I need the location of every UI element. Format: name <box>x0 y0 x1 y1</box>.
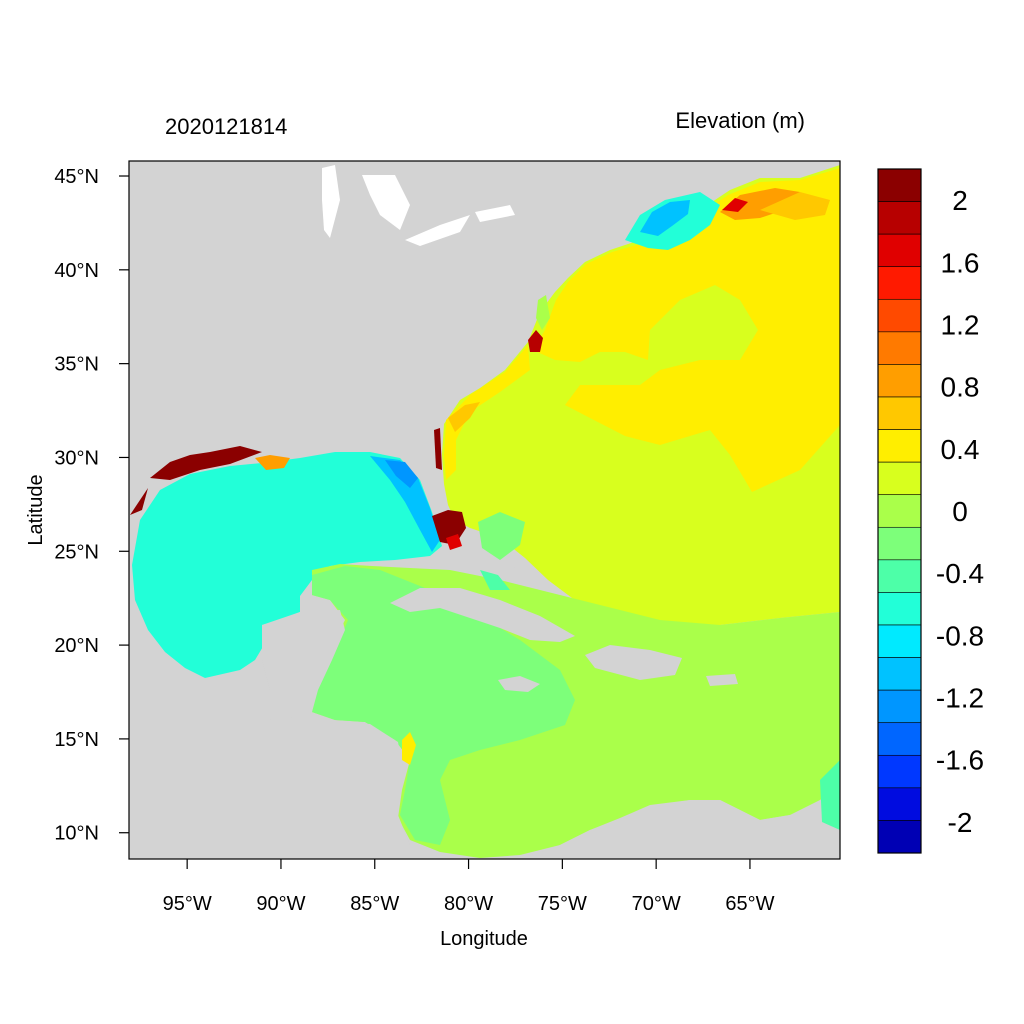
lake-huron <box>362 175 410 230</box>
colorbar-swatch <box>877 526 922 561</box>
colorbar-label: -0.4 <box>936 558 984 589</box>
colorbar-label: -2 <box>948 807 973 838</box>
y-tick-label: 20°N <box>54 635 99 657</box>
colorbar-label: 1.2 <box>941 309 980 340</box>
carolina-shelf-orange <box>448 402 480 432</box>
colorbar-label: 0.4 <box>941 434 980 465</box>
colorbar-label: -1.6 <box>936 745 984 776</box>
colorbar: 2 1.6 1.2 0.8 0.4 0 -0.4 -0.8 -1.2 -1.6 -2 <box>877 168 984 854</box>
y-tick-label: 30°N <box>54 447 99 469</box>
hispaniola <box>585 645 682 680</box>
caribbean-western-zone <box>312 566 575 845</box>
jamaica <box>498 676 540 692</box>
y-axis-title: Latitude <box>25 474 47 545</box>
louisiana-coast-dark <box>150 446 262 480</box>
colorbar-label: -1.2 <box>936 683 984 714</box>
y-axis-ticks: 45°N 40°N 35°N 30°N 25°N 20°N 15°N 10°N <box>54 166 129 845</box>
colorbar-label: 0 <box>952 496 968 527</box>
bay-of-fundy-red <box>722 198 748 212</box>
gulf-of-maine-lower <box>640 200 690 236</box>
y-tick-label: 25°N <box>54 541 99 563</box>
lake-erie <box>405 215 470 246</box>
colorbar-swatch <box>877 168 922 202</box>
colorbar-swatch <box>877 722 922 756</box>
lesser-antilles-low <box>820 760 840 830</box>
colorbar-swatch <box>877 787 922 821</box>
colorbar-swatch <box>877 396 922 430</box>
colorbar-frame <box>877 168 922 854</box>
x-tick-label: 85°W <box>350 893 399 915</box>
colorbar-label: 2 <box>952 185 968 216</box>
big-bend-lower <box>385 460 418 488</box>
colorbar-swatch <box>877 689 922 724</box>
colorbar-swatch <box>877 364 922 398</box>
colorbar-label: 1.6 <box>941 247 980 278</box>
central-america <box>129 715 440 859</box>
bahamas-shoal-green <box>478 512 525 560</box>
colorbar-swatch <box>877 820 922 854</box>
colorbar-swatch <box>877 754 922 789</box>
se-us-coastal-band <box>444 345 530 480</box>
colorbar-label: -0.8 <box>936 620 984 651</box>
colorbar-swatch <box>877 266 922 300</box>
y-tick-label: 35°N <box>54 354 99 376</box>
y-tick-label: 10°N <box>54 823 99 845</box>
honduras-coast-yellow <box>402 732 416 765</box>
colorbar-swatch <box>877 298 922 333</box>
colorbar-swatch <box>877 429 922 463</box>
west-florida-shelf-low <box>370 456 440 552</box>
x-tick-label: 95°W <box>163 893 212 915</box>
south-america <box>520 800 826 859</box>
plot-frame <box>128 160 841 860</box>
gulf-of-mexico <box>132 452 442 678</box>
colorbar-label: 0.8 <box>941 372 980 403</box>
y-tick-label: 40°N <box>54 260 99 282</box>
colorbar-swatch <box>877 624 922 658</box>
colorbar-swatch <box>877 201 922 235</box>
colorbar-swatch <box>877 233 922 268</box>
x-axis-title: Longitude <box>440 928 528 950</box>
colorbar-swatch <box>877 331 922 365</box>
texas-coast-dark <box>130 488 148 515</box>
nova-scotia-shelf-high <box>720 188 800 220</box>
puerto-rico <box>706 674 738 686</box>
x-axis-ticks: 95°W 90°W 85°W 80°W 75°W 70°W 65°W <box>163 859 775 915</box>
chesapeake-bay-green <box>536 295 550 330</box>
x-tick-label: 75°W <box>538 893 587 915</box>
atlantic-high-zone <box>533 168 840 492</box>
texas-louisiana-coast-high <box>255 455 290 470</box>
x-tick-label: 65°W <box>725 893 774 915</box>
lake-ontario <box>475 205 515 222</box>
x-tick-label: 70°W <box>632 893 681 915</box>
great-bahama-bank <box>480 570 510 590</box>
florida-bay-red <box>446 534 462 550</box>
pamlico-sound-high <box>528 330 543 352</box>
colorbar-swatch <box>877 461 922 496</box>
colorbar-swatch <box>877 494 922 528</box>
x-tick-label: 80°W <box>444 893 493 915</box>
colorbar-swatch <box>877 559 922 593</box>
variable-title: Elevation (m) <box>675 108 805 133</box>
colorbar-swatch <box>877 592 922 626</box>
y-tick-label: 45°N <box>54 166 99 188</box>
scotian-shelf-orange <box>760 192 830 220</box>
map-plot-area <box>129 161 840 859</box>
ne-florida-coast-dark <box>434 428 442 470</box>
colorbar-swatch <box>877 657 922 691</box>
x-tick-label: 90°W <box>256 893 305 915</box>
y-tick-label: 15°N <box>54 729 99 751</box>
yucatan-peninsula <box>262 610 345 712</box>
time-label: 2020121814 <box>165 114 287 139</box>
lake-michigan <box>322 165 340 238</box>
cuba <box>390 588 575 642</box>
